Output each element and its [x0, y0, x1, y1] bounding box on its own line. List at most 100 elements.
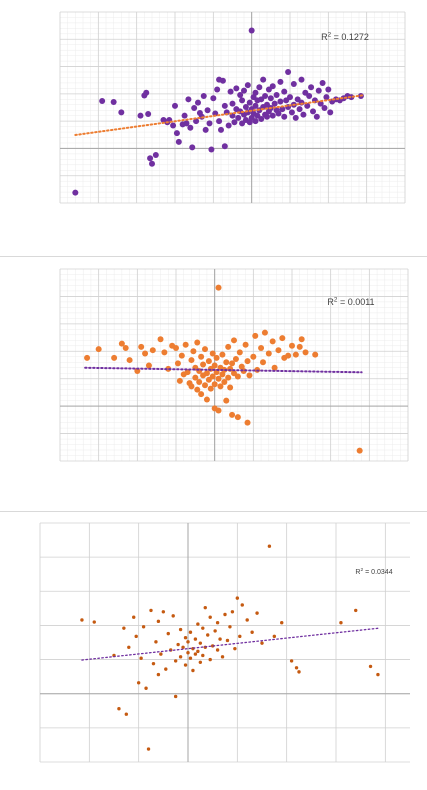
scatter-point — [302, 349, 309, 356]
scatter-point — [339, 620, 343, 625]
scatter-point — [173, 659, 178, 663]
scatter-point — [149, 608, 153, 613]
scatter-point — [223, 359, 230, 366]
scatter-point — [239, 97, 246, 104]
scatter-point — [191, 668, 195, 673]
scatter-point — [238, 634, 242, 639]
scatter-point — [256, 84, 263, 91]
scatter-point — [304, 102, 311, 109]
scatter-point — [211, 362, 218, 369]
scatter-point — [185, 96, 192, 103]
scatter-point — [228, 625, 232, 629]
scatter-point — [196, 649, 200, 654]
scatter-point — [192, 374, 199, 381]
scatter-point — [312, 351, 319, 358]
scatter-point — [149, 347, 156, 354]
linear-trendline — [74, 94, 364, 136]
r-squared-label: R2 = 0.0344 — [355, 567, 392, 576]
r-squared-label: R2 = 0.0011 — [327, 296, 374, 307]
scatter-point — [368, 664, 373, 669]
scatter-point — [234, 414, 241, 421]
scatter-point — [227, 88, 234, 95]
scatter-point — [204, 107, 211, 114]
scatter-point — [214, 86, 221, 93]
scatter-point — [80, 618, 84, 622]
r-squared-symbol: R — [321, 32, 328, 42]
scatter-point — [240, 603, 244, 607]
scatter-point — [219, 351, 226, 358]
scatter-point — [202, 382, 208, 389]
scatter-point — [124, 712, 129, 716]
scatter-point — [221, 379, 228, 386]
scatter-point — [166, 631, 170, 636]
scatter-point — [186, 651, 190, 655]
scatter-point — [161, 610, 166, 614]
scatter-point — [149, 160, 155, 167]
scatter-point — [315, 87, 322, 94]
r-squared-value: = 0.0344 — [363, 569, 392, 576]
scatter-point — [215, 620, 220, 625]
scatter-point — [327, 109, 334, 116]
scatter-point — [136, 681, 141, 685]
scatter-point — [280, 620, 284, 625]
scatter-point — [308, 84, 315, 91]
linear-trendline — [84, 366, 363, 374]
r-squared-symbol: R — [327, 297, 334, 307]
scatter-point — [145, 111, 152, 118]
scatter-point — [156, 672, 161, 677]
scatter-point — [206, 633, 210, 637]
scatter-point — [296, 343, 303, 350]
scatter-point — [172, 102, 178, 109]
scatter-point — [201, 626, 205, 630]
scatter-point — [252, 102, 259, 109]
scatter-point — [183, 636, 188, 640]
scatter-point — [151, 661, 156, 666]
scatter-point — [250, 630, 254, 634]
zero-axes — [40, 523, 410, 762]
scatter-point — [321, 105, 328, 112]
scatter-point — [246, 99, 253, 106]
scatter-point — [216, 118, 223, 125]
scatter-point — [141, 625, 146, 629]
scatter-point — [188, 656, 193, 660]
scatter-point — [215, 648, 220, 652]
scatter-point — [198, 641, 203, 645]
minor-gridlines — [60, 269, 408, 461]
scatter-point — [267, 544, 272, 548]
scatter-point — [118, 340, 125, 347]
scatter-point — [95, 346, 102, 353]
scatter-point — [176, 642, 180, 647]
scatter-point — [234, 373, 241, 380]
scatter-point — [92, 620, 96, 624]
scatter-point — [147, 155, 154, 162]
linear-trendline — [81, 627, 379, 661]
scatter-point — [233, 85, 240, 92]
chart-2-interaction-term: R2 = 0.0011 — [0, 258, 427, 510]
scatter-point — [175, 138, 182, 145]
scatter-point — [354, 608, 358, 613]
chart-3-tariff-contribution: R2 = 0.0344 — [0, 512, 427, 790]
scatter-point — [215, 407, 222, 414]
scatter-point — [189, 144, 196, 151]
scatter-point — [202, 346, 208, 353]
scatter-point — [208, 146, 215, 153]
scatter-point — [255, 611, 259, 615]
chart-divider — [0, 511, 427, 512]
scatter-point — [202, 126, 209, 133]
scatter-point — [229, 100, 236, 107]
scatter-point — [205, 358, 212, 365]
scatter-point — [220, 655, 225, 659]
scatter-point — [225, 343, 232, 350]
scatter-point — [127, 645, 131, 649]
scatter-point — [289, 342, 295, 349]
scatter-point — [285, 69, 292, 76]
scatter-point — [225, 374, 232, 381]
scatter-point — [262, 93, 269, 100]
scatter-point — [221, 102, 228, 109]
scatter-point — [258, 115, 265, 122]
scatter-point — [281, 113, 288, 120]
scatter-point — [200, 361, 207, 368]
scatter-point — [146, 747, 151, 751]
scatter-point — [156, 619, 161, 624]
scatter-point — [218, 126, 224, 133]
